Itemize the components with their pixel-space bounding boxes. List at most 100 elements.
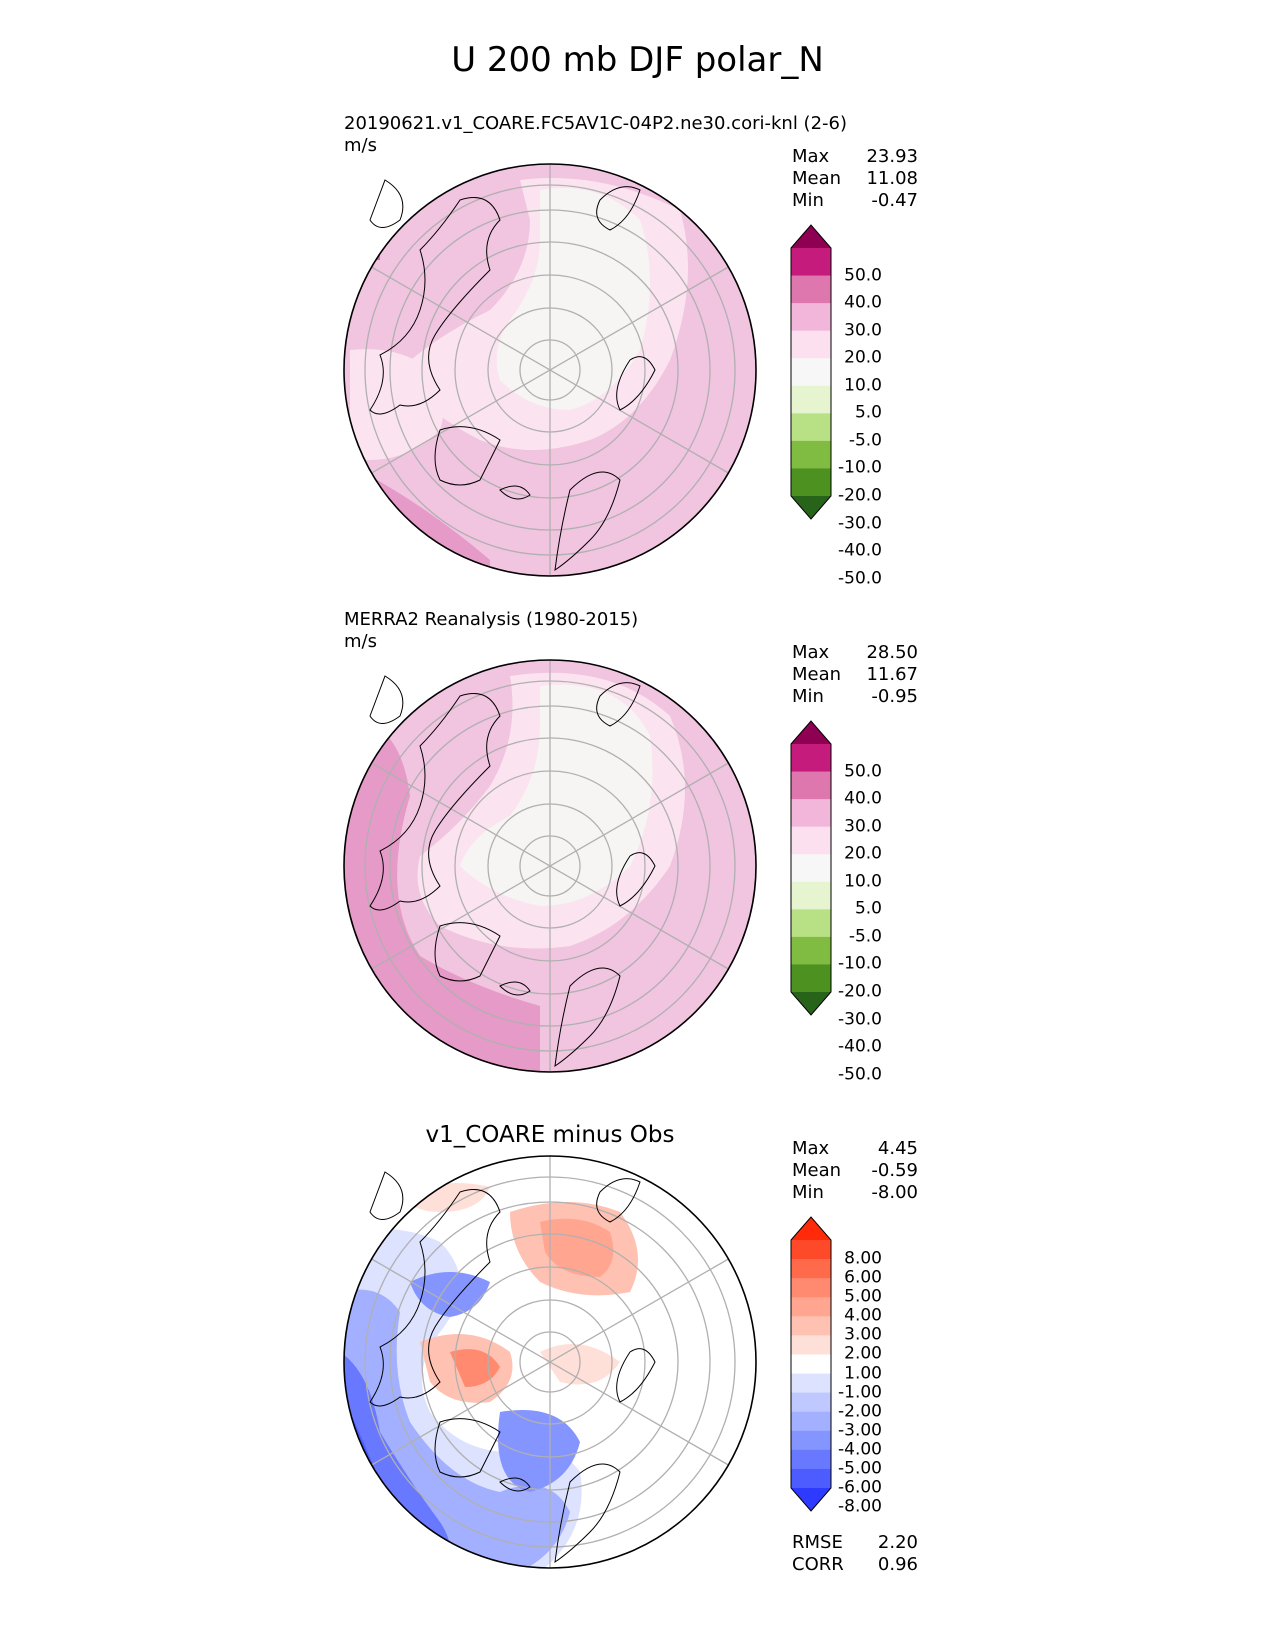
colorbar-tick-label: -30.0	[838, 513, 882, 534]
colorbar-outline	[790, 224, 832, 520]
colorbar-tick-label: -20.0	[838, 981, 882, 1002]
figure-title: U 200 mb DJF polar_N	[451, 40, 824, 80]
colorbar-tick-label: 40.0	[844, 788, 882, 809]
colorbar-tick-label: -40.0	[838, 1036, 882, 1057]
colorbar-bin	[791, 881, 831, 910]
colorbar-outline	[790, 1216, 832, 1512]
colorbar-tick-label: 4.00	[844, 1305, 882, 1326]
colorbar-tick-label: -5.0	[848, 430, 882, 451]
colorbar-tick-label: -1.00	[838, 1382, 882, 1403]
coastlines	[369, 1171, 656, 1564]
colorbar-extend-bottom	[791, 992, 831, 1015]
colorbar-tick-label: -20.0	[838, 485, 882, 506]
panel-units-reference: m/s	[344, 631, 377, 652]
colorbar-tick-label: 40.0	[844, 292, 882, 313]
colorbar-outline	[790, 720, 832, 1016]
colorbar-bin	[791, 385, 831, 414]
colorbar-tick-label: 2.00	[844, 1343, 882, 1364]
polar-map-test	[343, 163, 757, 577]
colorbar-tick-label: 3.00	[844, 1324, 882, 1345]
panel-units-test: m/s	[344, 135, 377, 156]
colorbar-tick-label: 30.0	[844, 816, 882, 837]
field-positive-n-core	[540, 1218, 614, 1277]
colorbar-difference-bar	[790, 1216, 832, 1512]
colorbar-tick-label: 5.0	[854, 898, 882, 919]
colorbar-extend-top	[791, 225, 831, 248]
colorbar-bin	[791, 964, 831, 993]
colorbar-bin	[791, 358, 831, 387]
stats-test: Max 23.93 Mean 11.08 Min -0.47	[792, 146, 918, 211]
colorbar-extend-top	[791, 721, 831, 744]
colorbar-bin	[791, 330, 831, 359]
colorbar-bin	[791, 1468, 831, 1489]
colorbar-tick-label: -30.0	[838, 1009, 882, 1030]
colorbar-bin	[791, 1373, 831, 1394]
colorbar-bin	[791, 248, 831, 277]
map-boundary	[343, 659, 757, 1073]
colorbar-reference: 50.0 40.0 30.0 20.0 10.0 5.0 -5.0 -10.0 -20.0 -30…	[790, 720, 890, 1083]
colorbar-bin	[791, 1354, 831, 1375]
field-near-zero-zone	[460, 684, 653, 906]
colorbar-tick-label: -8.00	[838, 1496, 882, 1517]
colorbar-test-bar	[790, 224, 832, 520]
colorbar-difference: 8.00 6.00 5.00 4.00 3.00 2.00 1.00 -1.00 -2.00 -3…	[790, 1216, 890, 1515]
colorbar-reference-bar	[790, 720, 832, 1016]
colorbar-tick-label: 20.0	[844, 843, 882, 864]
colorbar-tick-label: 5.00	[844, 1286, 882, 1307]
colorbar-bin	[791, 826, 831, 855]
field-negative-s	[498, 1410, 580, 1492]
metrics-difference: RMSE 2.20 CORR 0.96	[792, 1532, 918, 1575]
graticule	[364, 660, 736, 1072]
field-weak-zone-w	[350, 349, 444, 460]
colorbar-bin	[791, 303, 831, 332]
panel-title-difference: v1_COARE minus Obs	[425, 1122, 675, 1148]
colorbar-tick-label: 30.0	[844, 320, 882, 341]
panel-title-test: 20190621.v1_COARE.FC5AV1C-04P2.ne30.cori…	[344, 113, 847, 134]
colorbar-tick-label: -50.0	[838, 1064, 882, 1085]
colorbar-extend-top	[791, 1217, 831, 1240]
colorbar-tick-label: -50.0	[838, 568, 882, 589]
map-boundary	[343, 1155, 757, 1569]
colorbar-tick-label: 5.0	[854, 402, 882, 423]
colorbar-bin	[791, 275, 831, 304]
colorbar-tick-label: -10.0	[838, 953, 882, 974]
colorbar-tick-label: -5.00	[838, 1458, 882, 1479]
colorbar-bin	[791, 799, 831, 828]
colorbar-extend-bottom	[791, 496, 831, 519]
colorbar-tick-label: -5.0	[848, 926, 882, 947]
colorbar-bin	[791, 1316, 831, 1336]
colorbar-bin	[791, 936, 831, 965]
colorbar-tick-label: 1.00	[844, 1363, 882, 1384]
colorbar-bin	[791, 1449, 831, 1470]
colorbar-bin	[791, 468, 831, 497]
map-boundary	[343, 163, 757, 577]
colorbar-bin	[791, 771, 831, 800]
field-near-zero-zone	[496, 188, 650, 410]
colorbar-tick-label: 20.0	[844, 347, 882, 368]
colorbar-bin	[791, 1411, 831, 1432]
field-band-strong	[344, 716, 540, 1072]
colorbar-tick-label: -40.0	[838, 540, 882, 561]
panel-title-reference: MERRA2 Reanalysis (1980-2015)	[344, 609, 639, 630]
colorbar-tick-label: -6.00	[838, 1477, 882, 1498]
colorbar-tick-label: 50.0	[844, 265, 882, 286]
coastlines	[369, 675, 656, 1068]
colorbar-bin	[791, 744, 831, 773]
colorbar-tick-label: 50.0	[844, 761, 882, 782]
graticule	[364, 1156, 736, 1568]
polar-map-reference	[343, 659, 757, 1073]
polar-map-difference	[343, 1155, 757, 1569]
colorbar-tick-label: 10.0	[844, 871, 882, 892]
colorbar-bin	[791, 909, 831, 938]
colorbar-bin	[791, 1430, 831, 1451]
colorbar-bin	[791, 1297, 831, 1317]
colorbar-bin	[791, 1392, 831, 1413]
coastlines	[369, 179, 656, 572]
colorbar-test: 50.0 40.0 30.0 20.0 10.0 5.0 -5.0 -10.0 -20.0 -30…	[790, 224, 890, 587]
colorbar-extend-bottom	[791, 1488, 831, 1511]
colorbar-tick-label: -4.00	[838, 1439, 882, 1460]
colorbar-tick-label: -3.00	[838, 1420, 882, 1441]
colorbar-bin	[791, 854, 831, 883]
colorbar-bin	[791, 1278, 831, 1298]
stats-reference: Max 28.50 Mean 11.67 Min -0.95	[792, 642, 918, 707]
